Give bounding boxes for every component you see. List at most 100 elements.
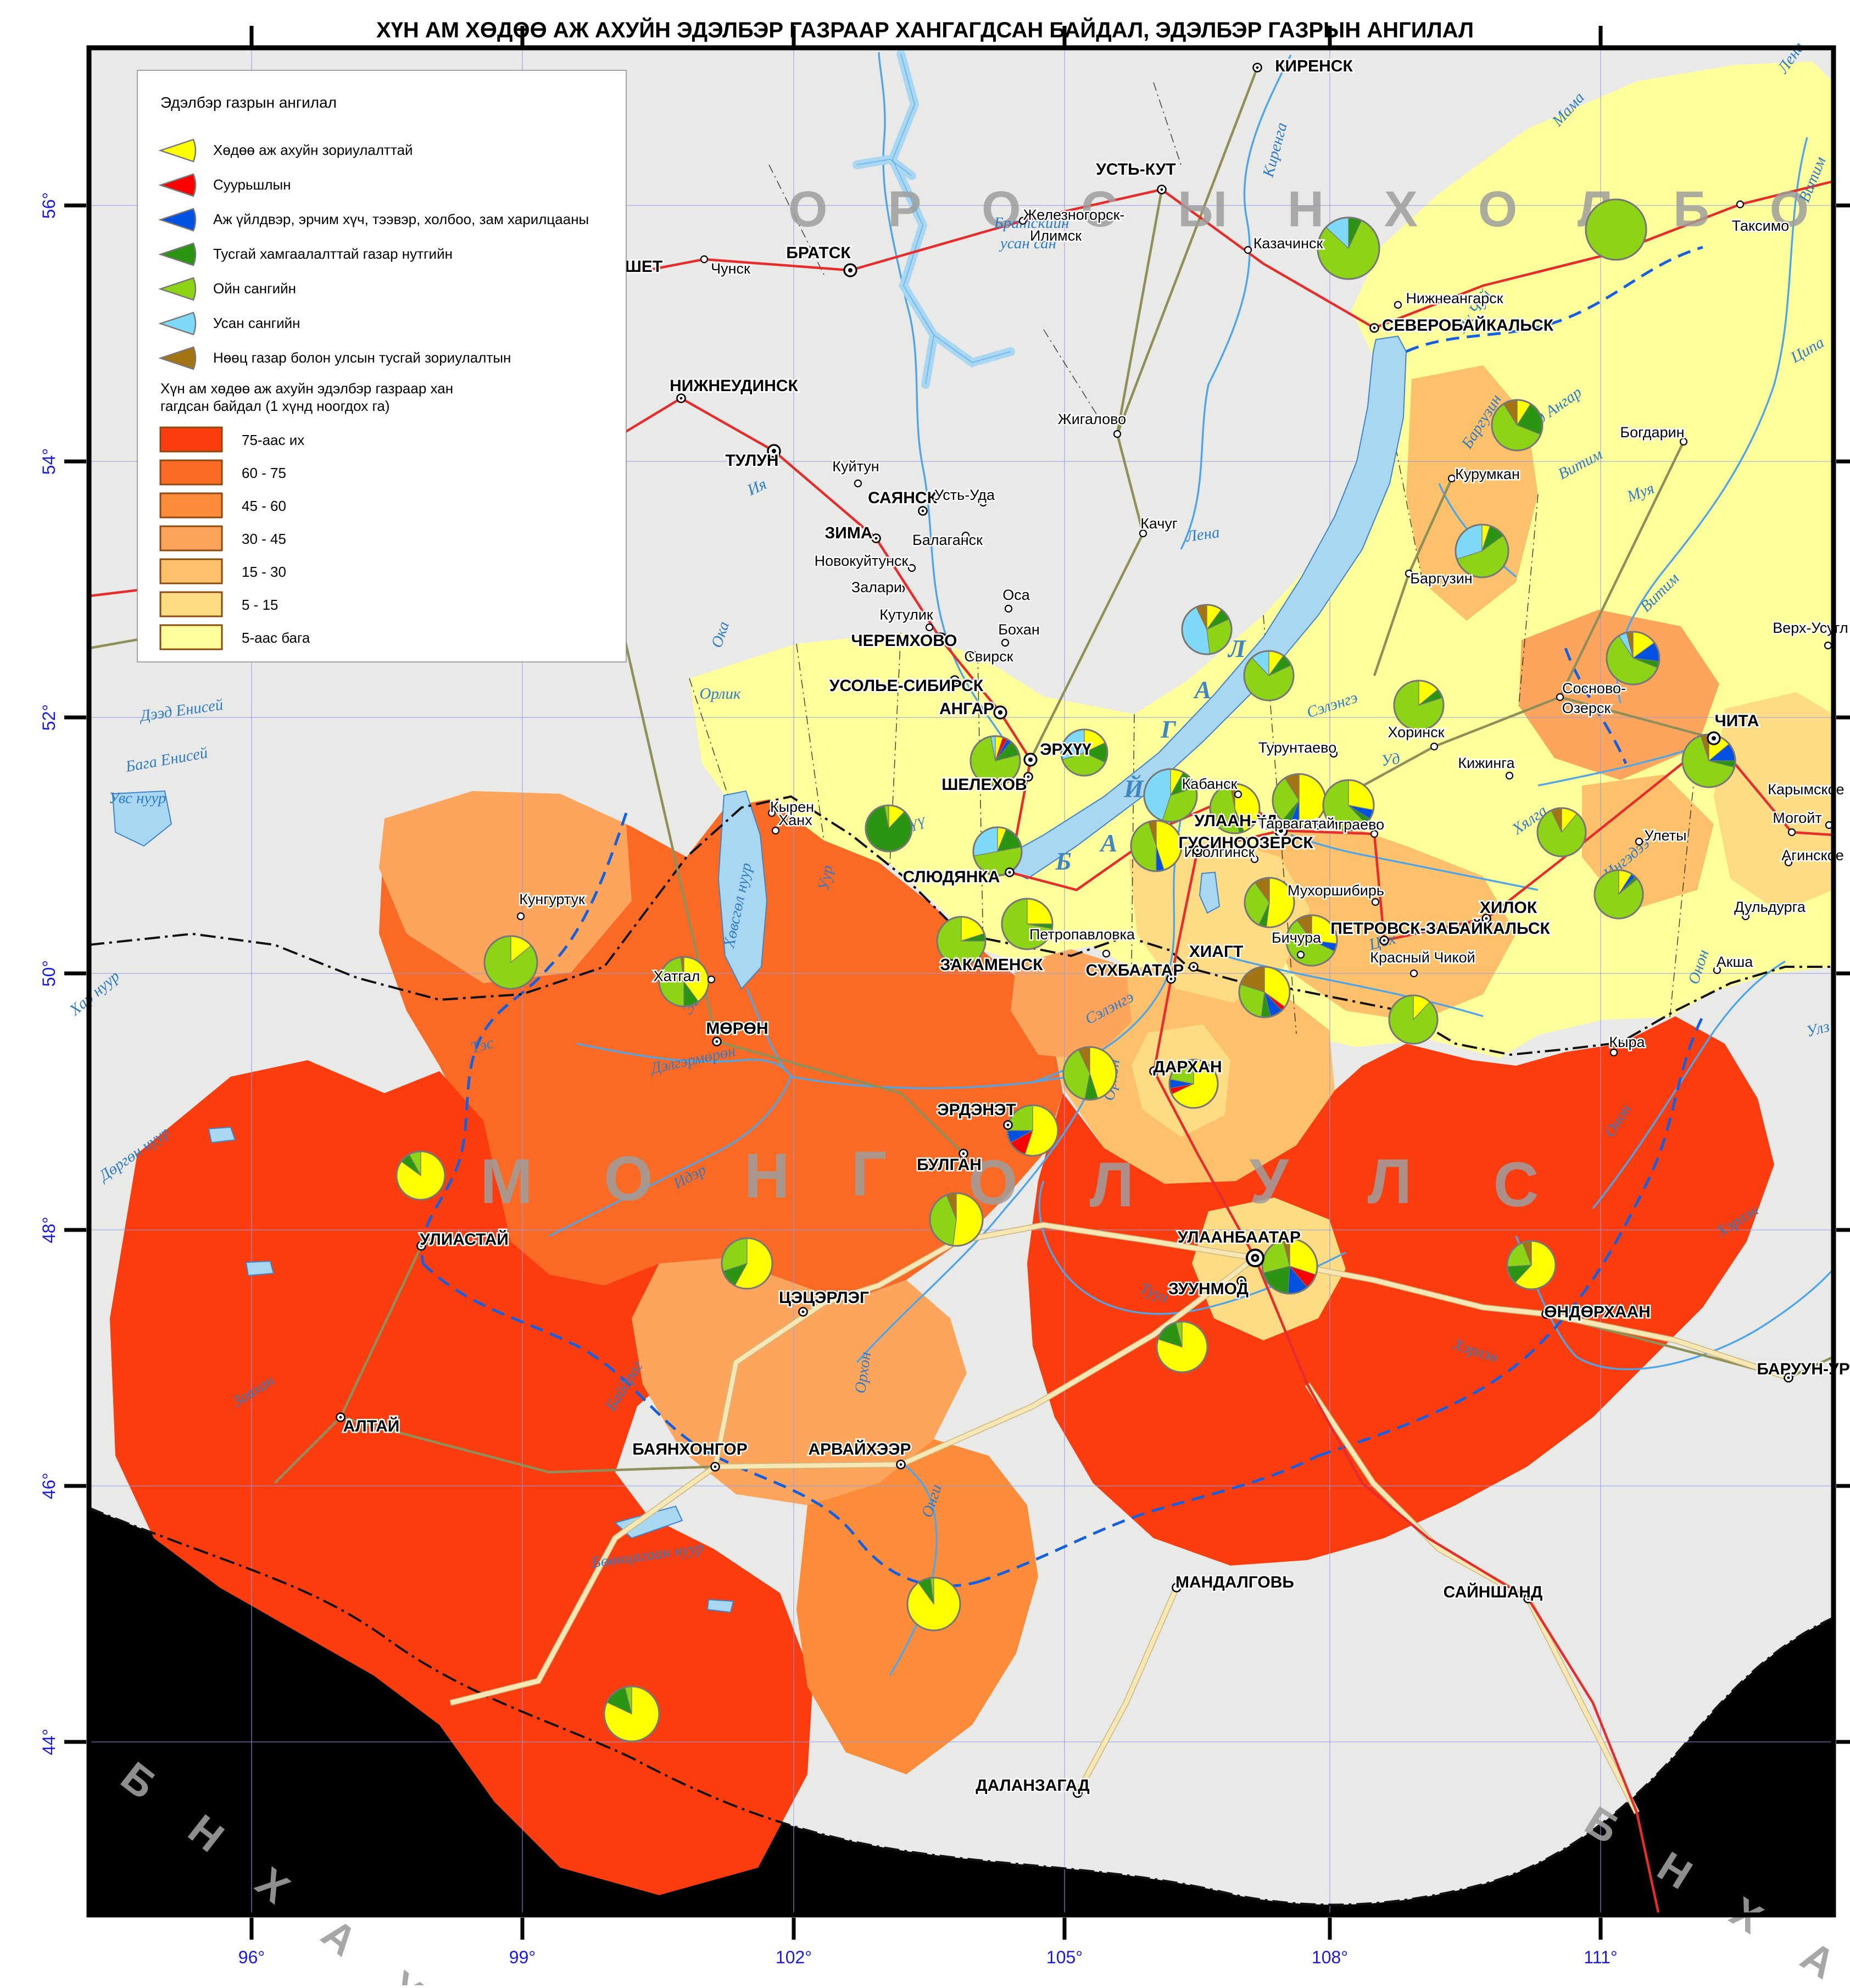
city-label: Качуг xyxy=(1140,515,1178,532)
legend-class-label: 75-аас их xyxy=(242,432,304,448)
pie-chart xyxy=(1492,400,1542,450)
legend-item-label: Усан сангийн xyxy=(213,315,300,331)
city-label: КИРЕНСК xyxy=(1275,57,1353,75)
pie-chart xyxy=(1063,1047,1116,1100)
legend-scale-title: Хүн ам хөдөө аж ахуйн эдэлбэр газраар ха… xyxy=(160,380,453,397)
lake xyxy=(209,1127,235,1143)
city-label: АРВАЙХЭЭР xyxy=(808,1440,911,1458)
pie-chart xyxy=(930,1193,983,1246)
pie-chart xyxy=(1389,995,1437,1044)
label-mongolia-letter: Н xyxy=(744,1141,789,1211)
city-label: Кабанск xyxy=(1182,776,1238,792)
city-label: Бичура xyxy=(1272,929,1322,946)
city-черемхово: ЧЕРЕМХОВО xyxy=(851,632,957,650)
pie-chart xyxy=(1239,967,1290,1017)
lat-label: 48° xyxy=(39,1217,59,1243)
city-label: ДАРХАН xyxy=(1153,1058,1222,1076)
label-mongolia-letter: Л xyxy=(1090,1150,1134,1220)
city-label: ХИЛОК xyxy=(1480,899,1537,917)
legend-item-label: Ойн сангийн xyxy=(213,280,296,297)
water-label: Орлик xyxy=(699,685,740,703)
city-илимск: Илимск xyxy=(1030,227,1082,244)
city-label: УЛИАСТАЙ xyxy=(420,1230,509,1249)
city-label: ПЕТРОВСК-ЗАБАЙКАЛЬСК xyxy=(1330,919,1550,938)
city-label: Кунгуртук xyxy=(519,891,585,907)
pie-chart xyxy=(1131,821,1182,871)
legend-swatch xyxy=(160,427,222,452)
city-label: Усть-Уда xyxy=(934,487,995,503)
city-label: ЗИМА xyxy=(824,524,872,542)
city-label: УСОЛЬЕ-СИБИРСК xyxy=(829,677,984,695)
label-mongolia-letter: У xyxy=(1249,1146,1289,1217)
city-label: МӨРӨН xyxy=(706,1020,768,1038)
lon-label: 108° xyxy=(1312,1947,1348,1967)
city-label: ЧИТА xyxy=(1715,712,1759,730)
city-label: Сосново- xyxy=(1562,680,1626,697)
city-label: Казачинск xyxy=(1253,235,1323,252)
city-label: ӨНДӨРХААН xyxy=(1544,1303,1651,1321)
legend-class-label: 45 - 60 xyxy=(242,498,286,514)
city-label: ГУСИНООЗЕРСК xyxy=(1178,834,1313,852)
pie-chart xyxy=(1157,1322,1207,1372)
lat-label: 50° xyxy=(39,960,59,987)
lat-label: 54° xyxy=(39,448,59,475)
city-label: Балаганск xyxy=(912,532,983,548)
legend-title: Эдэлбэр газрын ангилал xyxy=(160,94,337,111)
legend-item-label: Суурьшлын xyxy=(213,176,291,193)
city-дархан: ДАРХАН xyxy=(1150,1058,1222,1076)
city-label: ЦЭЦЭРЛЭГ xyxy=(779,1289,869,1307)
pie-chart xyxy=(1394,681,1444,730)
lon-label: 102° xyxy=(776,1947,812,1967)
lake xyxy=(246,1261,274,1276)
city-улиастай: УЛИАСТАЙ xyxy=(417,1230,509,1250)
city-баргузин: Баргузин xyxy=(1406,570,1473,587)
city-шелехов: ШЕЛЕХОВ xyxy=(941,773,1032,794)
city-label: Куйтун xyxy=(832,458,879,475)
city-label: СЛЮДЯНКА xyxy=(903,868,1000,886)
city-label: Мухоршибирь xyxy=(1288,882,1384,899)
city-label: Турунтаево xyxy=(1258,739,1336,756)
label-mongolia-letter: Л xyxy=(1368,1146,1412,1217)
pie-chart xyxy=(1586,199,1646,260)
label-mongolia-letter: М xyxy=(480,1146,533,1217)
city-label: УСТЬ-КУТ xyxy=(1096,160,1176,179)
label-mongolia-letter: Г xyxy=(851,1139,887,1209)
legend-swatch xyxy=(160,559,222,583)
pie-chart xyxy=(1607,632,1659,684)
pie-chart xyxy=(1537,808,1586,856)
city-свирск: Свирск xyxy=(964,648,1013,665)
city-северобайкальск: СЕВЕРОБАЙКАЛЬСК xyxy=(1370,316,1554,335)
city-зима: ЗИМА xyxy=(824,524,880,543)
pie-chart xyxy=(484,936,537,989)
svg-text:гагдсан байдал (1 хүнд ноогдох: гагдсан байдал (1 хүнд ноогдох га) xyxy=(160,398,390,414)
legend-swatch xyxy=(160,460,222,485)
city-label: Дульдурга xyxy=(1734,899,1806,915)
pie-chart xyxy=(1507,1241,1556,1289)
city-label: Хатгал xyxy=(654,968,700,984)
city-label: МАНДАЛГОВЬ xyxy=(1175,1573,1294,1591)
pie-chart xyxy=(722,1238,772,1289)
city-label: БРАТСК xyxy=(786,244,851,262)
city-label: АЛТАЙ xyxy=(343,1417,400,1435)
pie-chart xyxy=(907,1578,960,1630)
lat-label: 52° xyxy=(39,704,59,731)
pie-chart xyxy=(1595,870,1643,918)
city-label: ШЕЛЕХОВ xyxy=(941,776,1027,794)
water-label: Увс нуур xyxy=(109,789,166,807)
pie-chart xyxy=(1245,878,1294,927)
city-label: ЗАКАМЕНСК xyxy=(940,956,1043,974)
pie-chart xyxy=(1318,218,1379,279)
legend-swatch xyxy=(160,592,222,616)
city-даланзагад: ДАЛАНЗАГАД xyxy=(976,1777,1090,1797)
city-label: Ханх xyxy=(778,812,812,828)
city-label: САЙНШАНД xyxy=(1444,1583,1543,1601)
legend-class-label: 30 - 45 xyxy=(242,531,286,547)
lon-label: 105° xyxy=(1046,1947,1083,1967)
pie-chart xyxy=(397,1151,445,1200)
city-label: Тарвагатай xyxy=(1258,815,1335,832)
legend-class-label: 5-аас бага xyxy=(242,630,310,646)
city-label: ТУЛУН xyxy=(725,452,778,470)
city-label: Новокуйтунск xyxy=(815,553,909,569)
city-label: ХИАГТ xyxy=(1189,943,1244,961)
